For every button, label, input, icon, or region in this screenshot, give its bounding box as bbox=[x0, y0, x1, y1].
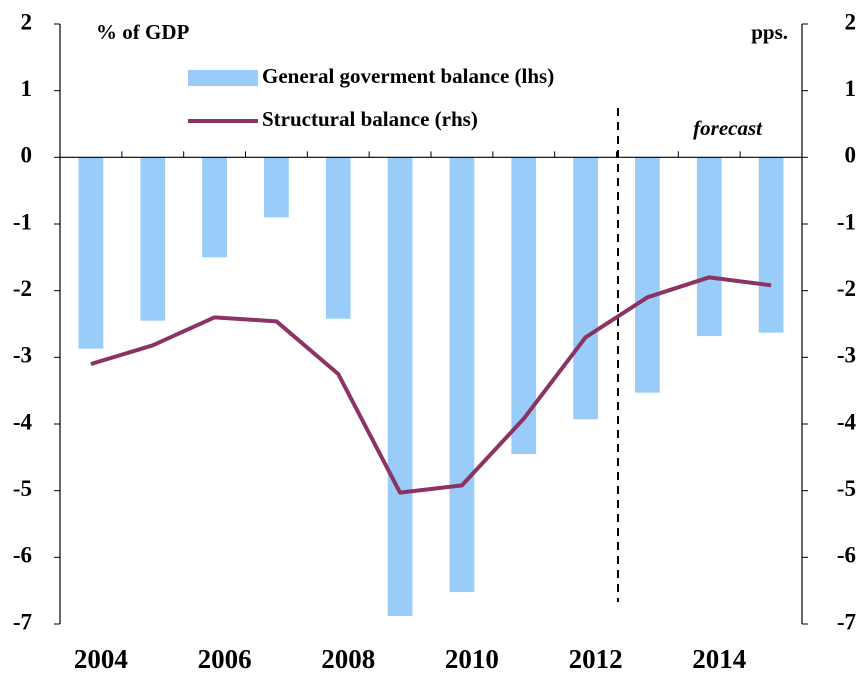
x-tick-label: 2008 bbox=[321, 644, 375, 674]
bar bbox=[387, 157, 413, 617]
y-tick-label: 2 bbox=[21, 9, 33, 34]
y-tick-label: -3 bbox=[13, 343, 32, 368]
y2-axis-label: pps. bbox=[751, 20, 788, 44]
y2-tick-label: 2 bbox=[845, 9, 857, 34]
y2-tick-label: -5 bbox=[837, 476, 856, 501]
y-tick-label: 1 bbox=[21, 76, 33, 101]
bar bbox=[264, 157, 289, 218]
y2-tick-label: -4 bbox=[837, 409, 857, 434]
legend-label: Structural balance (rhs) bbox=[262, 107, 478, 131]
y2-tick-label: -1 bbox=[837, 209, 856, 234]
y-tick-label: -7 bbox=[13, 609, 32, 634]
bar bbox=[573, 157, 598, 420]
y-axis-label: % of GDP bbox=[96, 20, 189, 44]
x-tick-label: 2006 bbox=[198, 644, 252, 674]
bar bbox=[325, 157, 351, 319]
annotation: forecast bbox=[693, 116, 763, 140]
x-tick-label: 2010 bbox=[445, 644, 499, 674]
y-tick-label: -2 bbox=[13, 276, 32, 301]
bar bbox=[140, 157, 166, 321]
y-tick-label: 0 bbox=[21, 143, 33, 168]
y2-tick-label: 1 bbox=[845, 76, 857, 101]
bar bbox=[635, 157, 660, 393]
bar bbox=[449, 157, 475, 593]
y2-tick-label: 0 bbox=[845, 143, 857, 168]
x-tick-label: 2014 bbox=[692, 644, 746, 674]
y-tick-label: -5 bbox=[13, 476, 32, 501]
y2-tick-label: -7 bbox=[837, 609, 856, 634]
x-tick-label: 2012 bbox=[569, 644, 623, 674]
legend-label: General goverment balance (lhs) bbox=[262, 64, 554, 88]
y-tick-label: -6 bbox=[13, 543, 32, 568]
bar bbox=[202, 157, 227, 258]
line bbox=[90, 275, 772, 495]
legend-swatch bbox=[188, 70, 258, 86]
y-tick-label: -1 bbox=[13, 209, 32, 234]
x-tick-label: 2004 bbox=[74, 644, 128, 674]
bar bbox=[696, 157, 722, 336]
y2-tick-label: -3 bbox=[837, 343, 856, 368]
y2-tick-label: -2 bbox=[837, 276, 856, 301]
y-tick-label: -4 bbox=[13, 409, 33, 434]
bar bbox=[78, 157, 104, 349]
bar bbox=[758, 157, 784, 333]
y2-tick-label: -6 bbox=[837, 543, 856, 568]
